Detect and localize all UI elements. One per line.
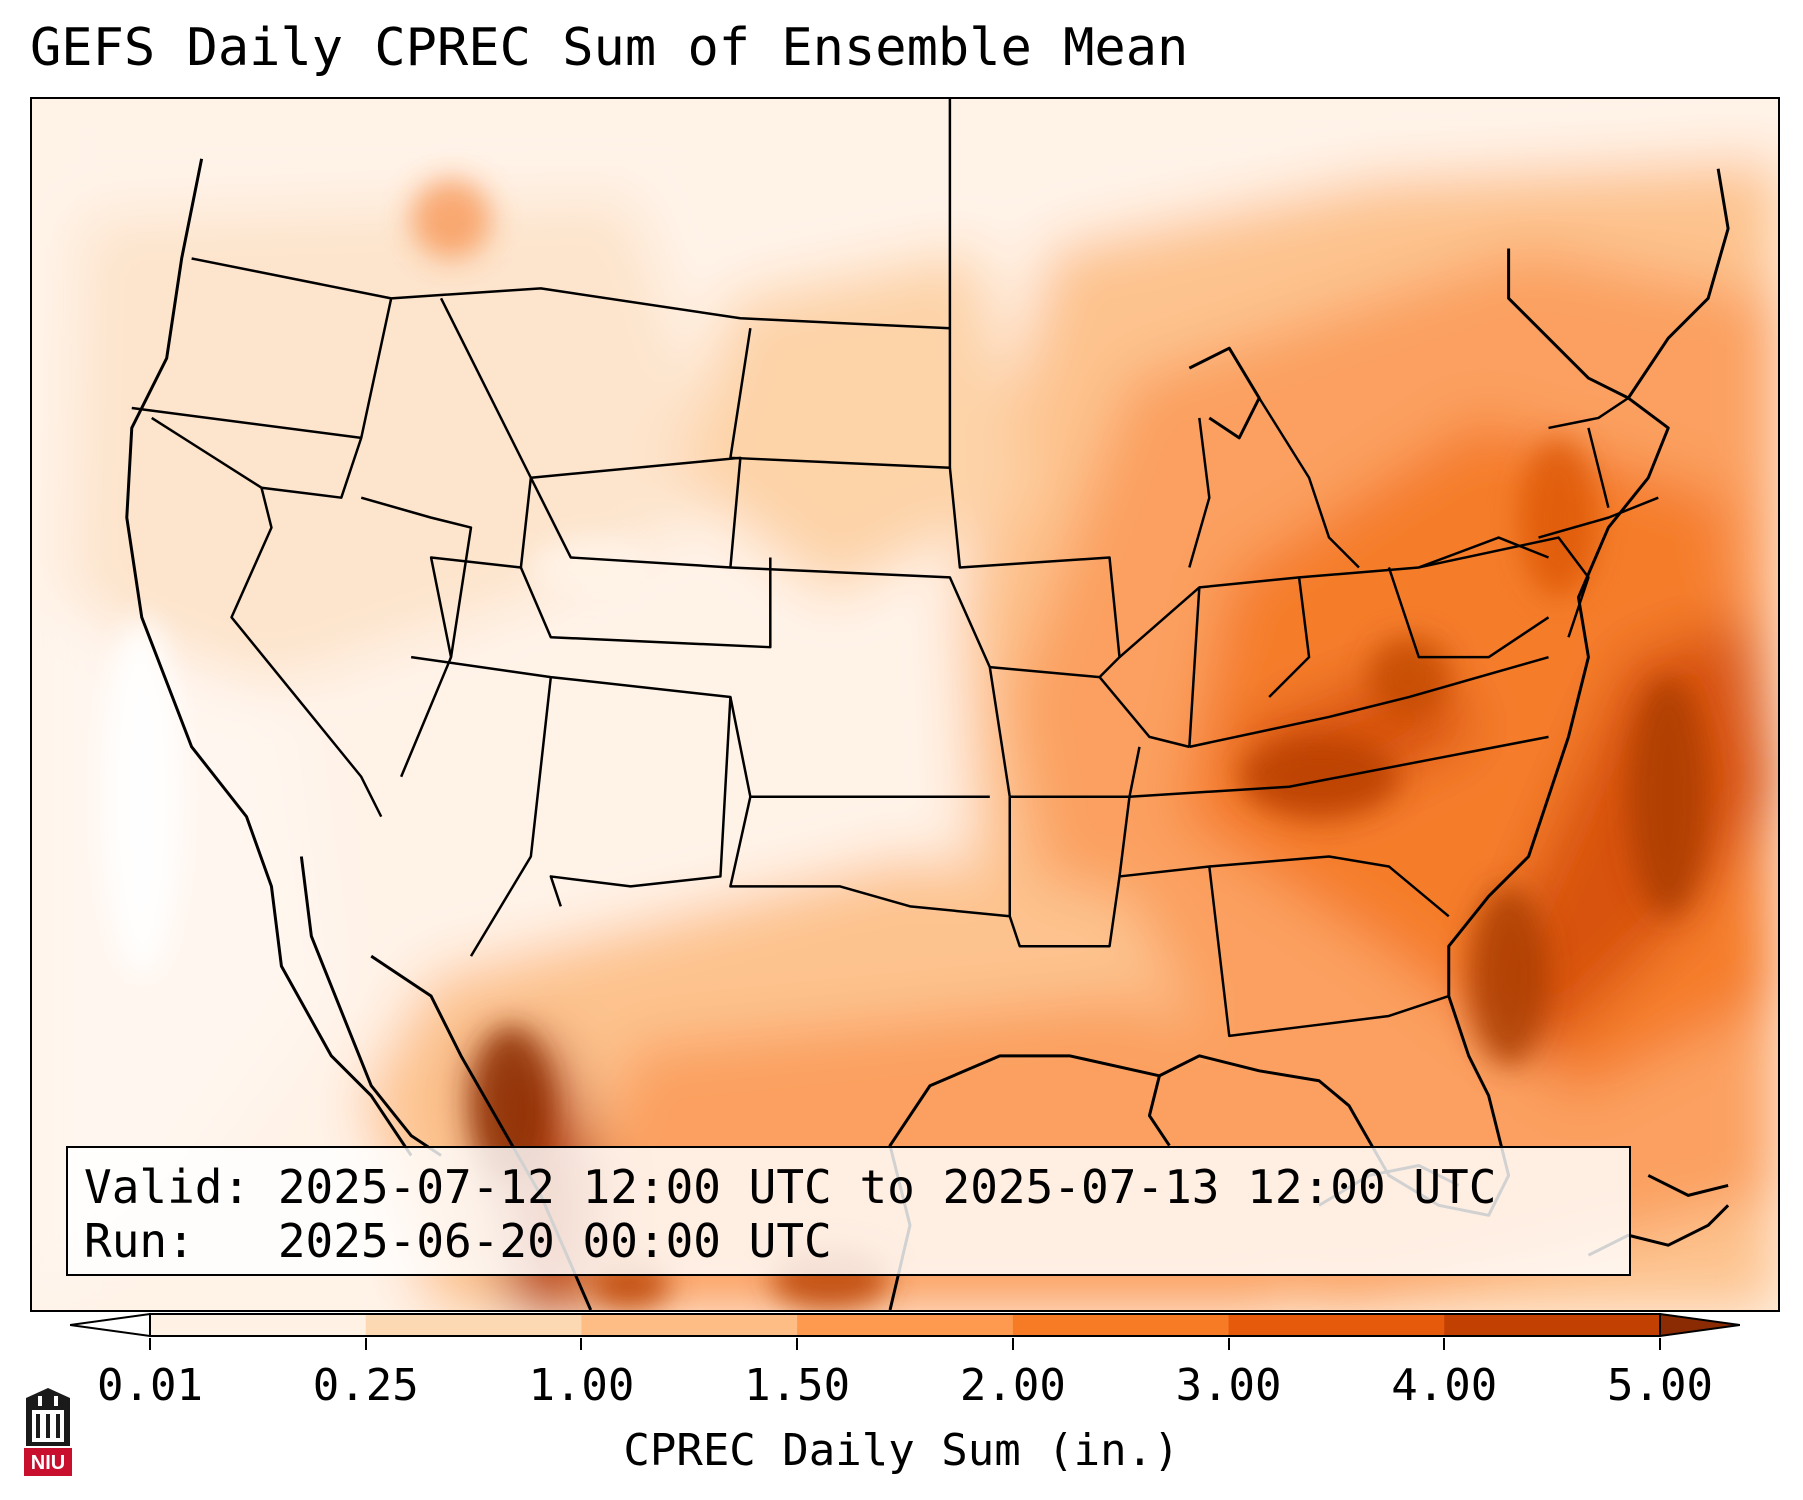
colorbar-tick-label: 3.00 [1175,1360,1282,1411]
colorbar-tick-label: 0.25 [312,1360,419,1411]
colorbar-tick-mark [1227,1338,1230,1350]
colorbar-segment [150,1314,367,1336]
map-title: GEFS Daily CPREC Sum of Ensemble Mean [30,18,1189,78]
precipitation-map [30,97,1780,1312]
colorbar-tick-mark [1011,1338,1014,1350]
colorbar-segment [365,1314,582,1336]
logo-text: NIU [31,1452,65,1474]
colorbar-tick-label: 4.00 [1391,1360,1498,1411]
colorbar-tick-label: 0.01 [97,1360,203,1411]
colorbar-segment [1228,1314,1445,1336]
colorbar-over-triangle [1659,1312,1740,1338]
state-boundaries [131,99,1659,1038]
niu-building-logo-icon: NIU [24,1388,72,1476]
colorbar [70,1312,1740,1338]
valid-time-text: Valid: 2025-07-12 12:00 UTC to 2025-07-1… [84,1160,1497,1214]
colorbar-tick-label: 1.50 [744,1360,851,1411]
colorbar-tick-mark [149,1338,151,1350]
colorbar-tick-mark [364,1338,367,1350]
colorbar-segment [1444,1314,1661,1336]
precipitation-field [32,99,1778,1310]
colorbar-tick-mark [796,1338,799,1350]
colorbar-segment [581,1314,798,1336]
colorbar-segment [1012,1314,1230,1336]
colorbar-segment [797,1314,1014,1336]
colorbar-label: CPREC Daily Sum (in.) [623,1425,1180,1476]
colorbar-tick-mark [580,1338,583,1350]
colorbar-tick-label: 5.00 [1607,1360,1713,1411]
valid-run-info-box: Valid: 2025-07-12 12:00 UTC to 2025-07-1… [66,1146,1631,1276]
colorbar-tick-label: 1.00 [528,1360,635,1411]
colorbar-tick-mark [1659,1338,1661,1350]
colorbar-tick-label: 2.00 [959,1360,1066,1411]
run-time-text: Run: 2025-06-20 00:00 UTC [84,1214,832,1268]
colorbar-under-triangle [70,1312,151,1338]
colorbar-frame [149,1313,1661,1337]
colorbar-tick-mark [1443,1338,1446,1350]
